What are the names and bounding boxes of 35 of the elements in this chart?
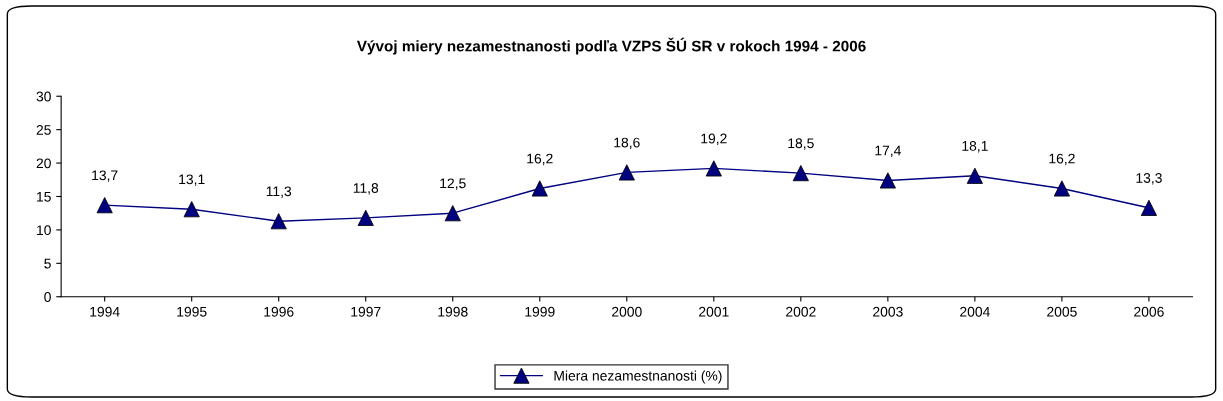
data-label: 16,2 bbox=[527, 153, 553, 166]
chart-title: Vývoj miery nezamestnanosti podľa VZPS ŠÚ SR v rokoch 1994 - 2006 bbox=[356, 37, 866, 55]
data-label: 18,5 bbox=[788, 138, 814, 150]
x-tick-label: 1997 bbox=[351, 306, 381, 317]
x-tick-label: 1994 bbox=[90, 306, 120, 317]
data-label: 13,1 bbox=[179, 174, 205, 186]
x-tick-label: 1998 bbox=[438, 306, 468, 317]
y-tick-label: 10 bbox=[37, 225, 51, 236]
data-label: 17,4 bbox=[875, 145, 901, 158]
data-label: 13,7 bbox=[92, 170, 118, 182]
y-tick-label: 30 bbox=[36, 91, 51, 102]
x-tick-label: 2000 bbox=[612, 306, 642, 317]
y-tick-label: 0 bbox=[44, 292, 51, 302]
legend-label: Miera nezamestnanosti (%) bbox=[554, 370, 722, 384]
x-tick-label: 2005 bbox=[1047, 306, 1077, 317]
y-tick-label: 20 bbox=[36, 158, 51, 169]
y-tick-label: 25 bbox=[36, 124, 51, 135]
x-tick-label: 1999 bbox=[525, 306, 555, 317]
data-label: 18,6 bbox=[614, 137, 640, 150]
data-label: 18,1 bbox=[962, 140, 988, 153]
x-tick-label: 1996 bbox=[264, 306, 294, 317]
x-tick-label: 2006 bbox=[1134, 306, 1164, 317]
x-tick-label: 2001 bbox=[699, 306, 729, 317]
y-tick-label: 15 bbox=[37, 191, 51, 202]
data-label: 16,2 bbox=[1049, 153, 1075, 166]
data-label: 13,3 bbox=[1136, 173, 1162, 185]
y-tick-label: 5 bbox=[44, 258, 51, 269]
data-label: 19,2 bbox=[701, 133, 727, 146]
data-label: 12,5 bbox=[440, 178, 466, 190]
x-tick-label: 1995 bbox=[177, 306, 207, 317]
data-label: 11,8 bbox=[353, 183, 379, 195]
x-tick-label: 2004 bbox=[960, 306, 990, 317]
data-label: 11,3 bbox=[266, 186, 292, 198]
x-tick-label: 2003 bbox=[873, 306, 903, 317]
x-tick-label: 2002 bbox=[786, 306, 816, 317]
